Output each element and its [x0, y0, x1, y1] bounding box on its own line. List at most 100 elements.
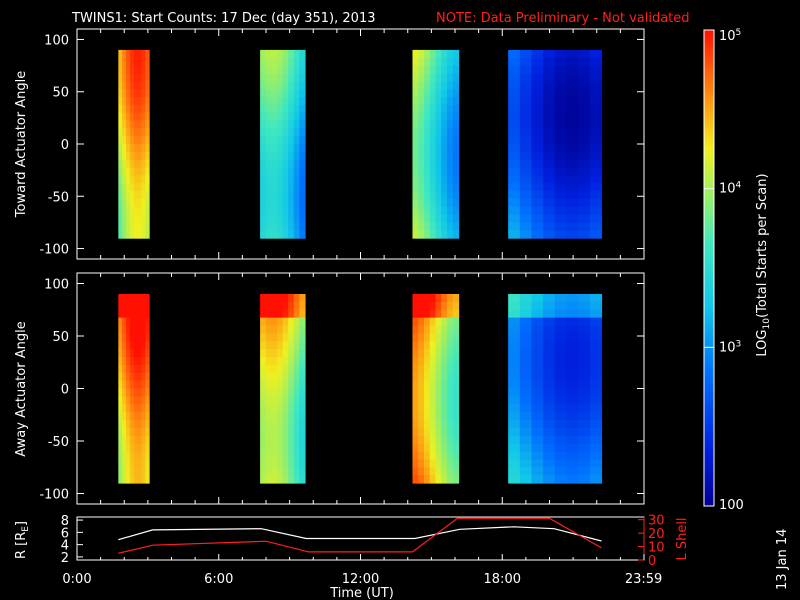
heatmap-cell — [452, 294, 460, 303]
heatmap-cell — [435, 325, 442, 334]
heatmap-cell — [429, 136, 437, 145]
heatmap-cell — [118, 89, 123, 98]
heatmap-cell — [293, 294, 300, 303]
heatmap-cell — [118, 230, 123, 239]
heatmap-cell — [137, 459, 142, 468]
heatmap-cell — [589, 364, 603, 374]
heatmap-cell — [578, 294, 591, 303]
heatmap-cell — [293, 57, 300, 67]
heatmap-cell — [435, 206, 442, 216]
heatmap-cell — [519, 144, 533, 153]
heatmap-cell — [145, 427, 150, 437]
heatmap-cell — [452, 451, 460, 460]
heatmap-cell — [271, 435, 278, 445]
heatmap-cell — [276, 128, 284, 137]
heatmap-cell — [412, 341, 419, 350]
heatmap-cell — [435, 349, 442, 358]
heatmap-cell — [423, 175, 431, 184]
heatmap-cell — [543, 380, 556, 390]
heatmap-cell — [122, 294, 127, 303]
heatmap-cell — [452, 396, 460, 405]
heatmap-cell — [508, 388, 521, 397]
heatmap-cell — [531, 396, 544, 405]
heatmap-cell — [118, 167, 123, 176]
heatmap-cell — [412, 104, 419, 114]
heatmap-cell — [412, 81, 419, 90]
heatmap-cell — [441, 151, 448, 161]
heatmap-cell — [293, 317, 300, 327]
y-tick-label: 100 — [44, 278, 69, 293]
heatmap-cell — [418, 357, 425, 366]
heatmap-cell — [293, 475, 300, 484]
heatmap-cell — [423, 341, 431, 350]
heatmap-cell — [412, 198, 419, 208]
heatmap-cell — [452, 372, 460, 382]
heatmap-cell — [589, 89, 603, 98]
heatmap-cell — [141, 404, 146, 413]
heatmap-cell — [299, 198, 306, 208]
heatmap-cell — [288, 420, 295, 429]
heatmap-cell — [282, 89, 289, 98]
heatmap-cell — [554, 325, 568, 334]
heatmap-cell — [578, 144, 591, 153]
heatmap-cell — [452, 380, 460, 390]
heatmap-cell — [447, 198, 454, 208]
heatmap-cell — [282, 364, 289, 374]
heatmap-cell — [412, 412, 419, 421]
heatmap-cell — [271, 222, 278, 231]
heatmap-cell — [423, 191, 431, 200]
heatmap-cell — [508, 341, 521, 350]
heatmap-cell — [129, 214, 135, 224]
heatmap-cell — [260, 357, 267, 366]
heatmap-cell — [276, 89, 284, 98]
heatmap-cell — [543, 214, 556, 224]
heatmap-cell — [133, 230, 139, 239]
heatmap-cell — [412, 120, 419, 129]
heatmap-cell — [447, 364, 454, 374]
chart-title: TWINS1: Start Counts: 17 Dec (day 351), … — [71, 11, 375, 26]
heatmap-cell — [118, 372, 123, 382]
heatmap-cell — [508, 420, 521, 429]
heatmap-cell — [282, 128, 289, 137]
heatmap-cell — [423, 89, 431, 98]
heatmap-cell — [265, 325, 272, 334]
heatmap-cell — [452, 167, 460, 176]
heatmap-cell — [282, 222, 289, 231]
heatmap-cell — [145, 191, 150, 200]
heatmap-cell — [452, 349, 460, 358]
heatmap-cell — [260, 65, 267, 75]
heatmap-cell — [412, 404, 419, 413]
heatmap-cell — [566, 151, 579, 161]
heatmap-cell — [293, 372, 300, 382]
heatmap-cell — [118, 475, 123, 484]
heatmap-cell — [447, 183, 454, 192]
heatmap-cell — [435, 175, 442, 184]
heatmap-cell — [531, 104, 544, 114]
heatmap-cell — [531, 206, 544, 216]
heatmap-cell — [288, 81, 295, 90]
heatmap-cell — [293, 65, 300, 75]
heatmap-cell — [276, 467, 284, 476]
heatmap-cell — [412, 183, 419, 192]
heatmap-cell — [578, 364, 591, 374]
heatmap-cell — [554, 206, 568, 216]
heatmap-cell — [145, 81, 150, 90]
heatmap-cell — [554, 372, 568, 382]
heatmap-cell — [447, 443, 454, 453]
heatmap-cell — [299, 475, 306, 484]
heatmap-cell — [508, 396, 521, 405]
heatmap-block-3 — [412, 49, 460, 239]
heatmap-cell — [129, 459, 135, 468]
heatmap-cell — [589, 388, 603, 397]
heatmap-cell — [566, 404, 579, 413]
heatmap-cell — [133, 65, 139, 75]
heatmap-cell — [418, 309, 425, 319]
heatmap-cell — [589, 144, 603, 153]
heatmap-cell — [508, 230, 521, 239]
heatmap-cell — [412, 206, 419, 216]
heatmap-cell — [265, 159, 272, 169]
heatmap-cell — [554, 309, 568, 319]
heatmap-cell — [118, 341, 123, 350]
heatmap-cell — [126, 317, 131, 327]
